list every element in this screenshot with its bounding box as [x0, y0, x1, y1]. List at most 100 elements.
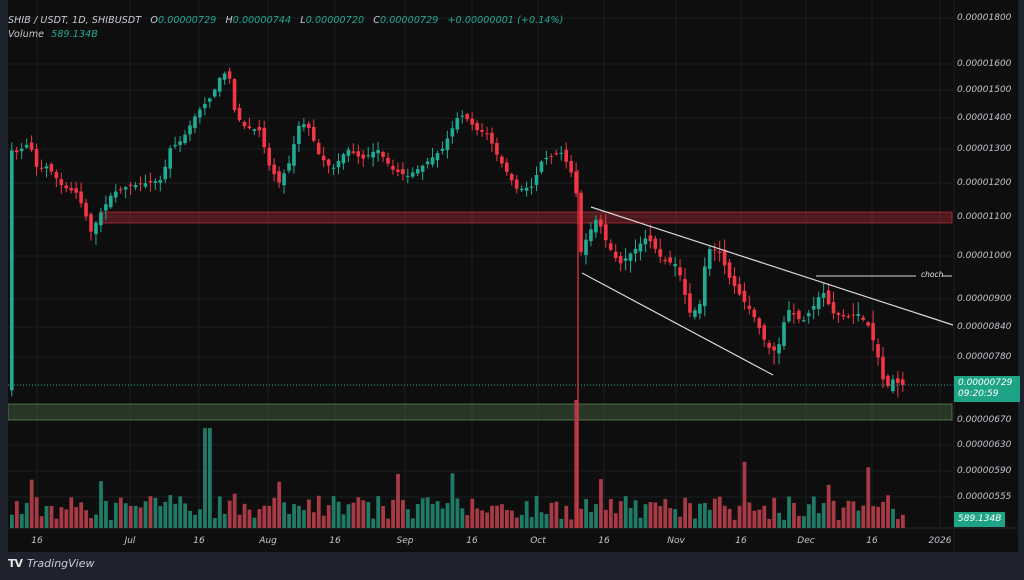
volume-bar — [237, 514, 242, 528]
volume-bar — [386, 518, 390, 528]
volume-bar — [371, 518, 376, 528]
volume-bar — [69, 497, 74, 528]
candle-body — [188, 125, 192, 135]
candle-body — [455, 118, 460, 130]
volume-bar — [688, 503, 692, 528]
volume-bar — [658, 506, 663, 528]
candle-body — [584, 239, 588, 255]
candle-body — [722, 249, 727, 266]
volume-bar — [797, 515, 801, 528]
upper-trendline — [590, 206, 954, 326]
volume-bar — [113, 502, 118, 528]
volume-bar — [94, 514, 98, 528]
volume-bar — [851, 501, 856, 528]
candle-body — [445, 138, 450, 151]
change-value: +0.00000001 (+0.14%) — [447, 15, 564, 26]
price-tick: 0.00001100 — [957, 212, 1012, 222]
candle-body — [163, 166, 168, 180]
candle-body — [425, 161, 430, 165]
candle-body — [316, 142, 321, 155]
volume-bar — [361, 500, 366, 528]
chart-pane[interactable] — [8, 0, 1018, 552]
close-value: 0.00000729 — [379, 15, 439, 26]
volume-bar — [891, 508, 895, 528]
candle-body — [173, 144, 177, 147]
tradingview-logo-icon: TV — [8, 557, 23, 570]
candle-body — [158, 180, 163, 183]
candle-body — [307, 123, 311, 129]
candle-body — [178, 141, 182, 145]
volume-bar — [99, 481, 103, 528]
volume-bar — [792, 503, 796, 528]
candle-body — [514, 179, 519, 189]
volume-bar — [737, 505, 742, 528]
candle-body — [836, 313, 841, 315]
candle-body — [490, 132, 494, 144]
volume-bar — [356, 497, 361, 528]
volume-bar — [589, 512, 593, 528]
open-value: 0.00000729 — [157, 15, 217, 26]
volume-bar — [618, 501, 623, 528]
support-zone — [8, 403, 953, 421]
volume-bar — [841, 507, 846, 528]
volume-bar — [529, 516, 534, 528]
volume-bar — [415, 504, 420, 528]
candle-body — [683, 279, 687, 295]
time-tick: 16 — [31, 536, 43, 546]
volume-bar — [579, 508, 584, 528]
volume-bar — [311, 512, 316, 528]
candle-body — [351, 151, 356, 154]
volume-bar — [396, 473, 400, 528]
volume-bar — [401, 499, 405, 528]
candle-body — [717, 251, 722, 253]
candle-body — [747, 305, 752, 309]
volume-bar — [693, 518, 697, 528]
candle-body — [643, 238, 648, 245]
candle-body — [39, 167, 44, 169]
last-price-value: 0.00000729 — [958, 378, 1013, 388]
candle-body — [500, 156, 504, 164]
candle-body — [59, 179, 64, 186]
volume-bar — [480, 510, 485, 528]
volume-bar — [435, 501, 440, 528]
price-tick: 0.00000555 — [957, 492, 1012, 502]
candle-body — [613, 251, 618, 259]
volume-bar — [455, 498, 460, 528]
volume-bar — [89, 518, 93, 528]
volume-bar — [212, 517, 217, 528]
candle-body — [193, 116, 197, 129]
candle-body — [554, 153, 559, 155]
price-tick: 0.00000630 — [957, 440, 1012, 450]
candle-body — [113, 191, 118, 198]
time-tick: Nov — [667, 536, 685, 546]
volume-bar — [831, 500, 836, 528]
candle-body — [74, 188, 78, 193]
low-value: 0.00000720 — [305, 15, 365, 26]
volume-bar — [109, 519, 113, 528]
volume-bar — [717, 496, 722, 528]
volume-bar — [79, 502, 84, 528]
volume-bar — [777, 512, 782, 528]
candle-body — [628, 253, 633, 261]
volume-bar — [653, 502, 658, 528]
candle-body — [227, 71, 232, 79]
candle-body — [742, 290, 747, 302]
candle-body — [341, 154, 346, 164]
candle-body — [544, 157, 549, 160]
tradingview-brand[interactable]: TV TradingView — [8, 557, 95, 570]
candle-body — [64, 185, 69, 189]
volume-bar — [29, 479, 34, 528]
volume-bar — [331, 496, 336, 528]
volume-bar — [599, 479, 603, 528]
candle-body — [841, 314, 846, 317]
volume-bar — [534, 495, 539, 528]
price-tick: 0.00001600 — [957, 59, 1012, 69]
candle-body — [19, 148, 24, 152]
candlestick-plot[interactable] — [8, 0, 1018, 552]
volume-bar — [118, 497, 123, 528]
volume-bar — [133, 505, 138, 528]
time-tick: 16 — [598, 536, 610, 546]
candle-body — [737, 284, 742, 295]
volume-bar — [628, 508, 633, 528]
candle-body — [99, 212, 103, 226]
